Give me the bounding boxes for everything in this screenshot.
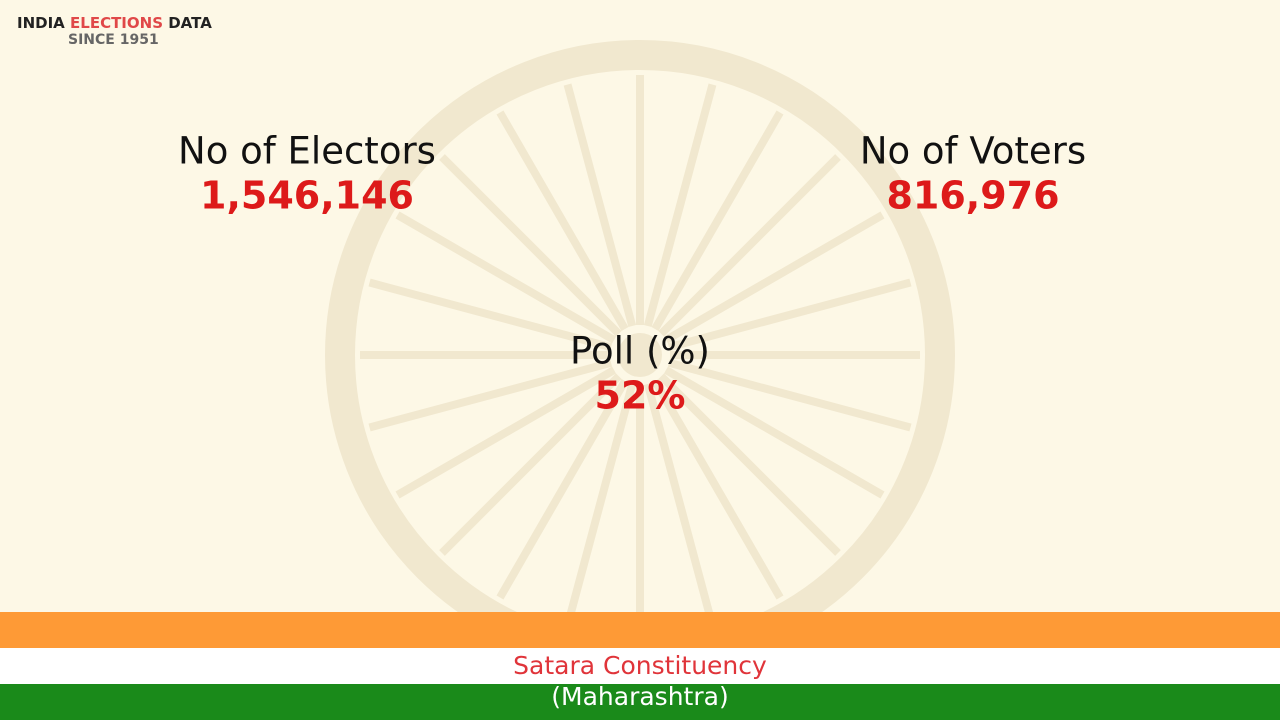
wheel-spoke: [563, 83, 637, 328]
stat-label: No of Voters: [860, 130, 1086, 173]
stat-value: 52%: [595, 374, 686, 418]
wheel-spoke: [667, 358, 912, 432]
wheel-spoke: [663, 366, 885, 499]
wheel-spoke: [496, 378, 629, 600]
wheel-spoke: [643, 382, 717, 627]
logo-word: ELECTIONS: [70, 14, 163, 32]
wheel-spoke: [663, 211, 885, 344]
constituency-state: (Maharashtra): [551, 682, 728, 711]
stat-value: 816,976: [886, 174, 1059, 218]
wheel-spoke: [439, 154, 622, 337]
wheel-hub: [618, 333, 662, 377]
wheel-spoke: [658, 373, 841, 556]
wheel-spoke: [395, 211, 617, 344]
constituency-title: Satara Constituency: [513, 651, 767, 680]
flag-white: [0, 648, 1280, 684]
flag-saffron: [0, 612, 1280, 648]
wheel-spoke: [368, 358, 613, 432]
logo-word: INDIA: [17, 14, 65, 32]
stat-label: Poll (%): [570, 330, 710, 373]
logo-since: SINCE 1951: [68, 32, 159, 48]
stat-label: No of Electors: [178, 130, 436, 173]
wheel-spoke: [368, 278, 613, 352]
stat-value: 1,546,146: [200, 174, 414, 218]
wheel-spoke: [667, 278, 912, 352]
wheel-spoke: [651, 110, 784, 332]
wheel-spoke: [439, 373, 622, 556]
logo: INDIA ELECTIONS DATA: [17, 14, 212, 32]
wheel-spoke: [395, 366, 617, 499]
wheel-spoke: [643, 83, 717, 328]
wheel-spoke: [651, 378, 784, 600]
wheel-spoke: [563, 382, 637, 627]
wheel-spoke: [496, 110, 629, 332]
wheel-spoke: [658, 154, 841, 337]
flag-green: [0, 684, 1280, 720]
logo-word: DATA: [168, 14, 212, 32]
